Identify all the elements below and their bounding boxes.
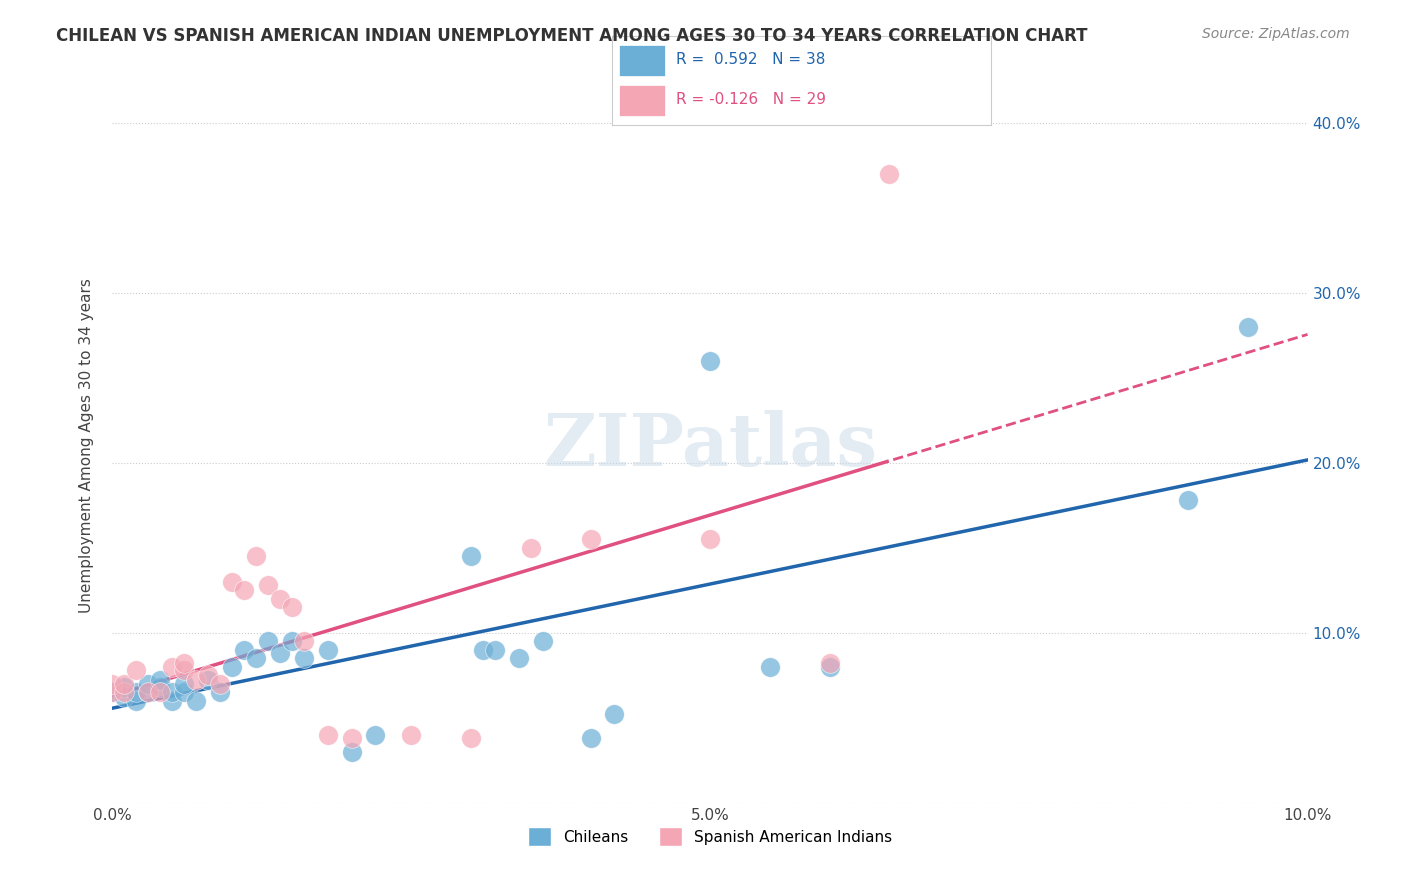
Point xyxy=(125,663,148,677)
Point xyxy=(221,660,243,674)
Point xyxy=(460,731,482,746)
Point xyxy=(520,541,543,555)
Point xyxy=(879,167,901,181)
Point xyxy=(186,673,208,688)
Point xyxy=(340,731,363,746)
Point xyxy=(484,643,506,657)
Point xyxy=(531,634,554,648)
Point xyxy=(401,728,423,742)
Point xyxy=(149,673,172,688)
Point xyxy=(138,685,160,699)
Point xyxy=(149,680,172,694)
Text: R = -0.126   N = 29: R = -0.126 N = 29 xyxy=(676,93,827,107)
Point xyxy=(101,685,124,699)
Point xyxy=(221,574,243,589)
Point xyxy=(138,685,160,699)
Point xyxy=(197,668,219,682)
Point xyxy=(579,731,602,746)
Point xyxy=(292,634,315,648)
Text: Source: ZipAtlas.com: Source: ZipAtlas.com xyxy=(1202,27,1350,41)
Text: ZIPatlas: ZIPatlas xyxy=(543,410,877,482)
Point xyxy=(162,660,183,674)
Point xyxy=(281,600,304,615)
Point xyxy=(508,651,530,665)
Point xyxy=(209,677,232,691)
Point xyxy=(197,673,219,688)
Point xyxy=(245,651,267,665)
Point xyxy=(759,660,782,674)
Point xyxy=(579,533,602,547)
Point xyxy=(162,685,183,699)
Y-axis label: Unemployment Among Ages 30 to 34 years: Unemployment Among Ages 30 to 34 years xyxy=(79,278,94,614)
Point xyxy=(699,354,721,368)
Point xyxy=(316,728,339,742)
Point xyxy=(138,677,160,691)
Point xyxy=(245,549,267,564)
Point xyxy=(364,728,387,742)
Point xyxy=(257,578,280,592)
Point xyxy=(316,643,339,657)
Point xyxy=(460,549,482,564)
Point xyxy=(209,685,232,699)
Point xyxy=(186,694,208,708)
Point xyxy=(114,680,135,694)
Point xyxy=(125,685,148,699)
Point xyxy=(472,643,495,657)
Point xyxy=(114,690,135,705)
Point xyxy=(269,646,291,660)
Point xyxy=(233,643,256,657)
Point xyxy=(340,745,363,759)
Text: R =  0.592   N = 38: R = 0.592 N = 38 xyxy=(676,53,825,67)
Point xyxy=(257,634,280,648)
Point xyxy=(818,660,841,674)
Point xyxy=(818,657,841,671)
Point xyxy=(699,533,721,547)
Legend: Chileans, Spanish American Indians: Chileans, Spanish American Indians xyxy=(522,822,898,852)
Point xyxy=(101,677,124,691)
Text: CHILEAN VS SPANISH AMERICAN INDIAN UNEMPLOYMENT AMONG AGES 30 TO 34 YEARS CORREL: CHILEAN VS SPANISH AMERICAN INDIAN UNEMP… xyxy=(56,27,1088,45)
Point xyxy=(281,634,304,648)
Point xyxy=(1177,493,1199,508)
FancyBboxPatch shape xyxy=(619,45,665,76)
Point xyxy=(114,685,135,699)
FancyBboxPatch shape xyxy=(619,85,665,116)
Point xyxy=(125,694,148,708)
Point xyxy=(603,707,626,722)
Point xyxy=(173,685,195,699)
Point xyxy=(162,694,183,708)
Point xyxy=(292,651,315,665)
Point xyxy=(173,677,195,691)
Point xyxy=(173,657,195,671)
Point xyxy=(149,685,172,699)
Point xyxy=(1237,320,1260,334)
Point xyxy=(233,583,256,598)
Point xyxy=(173,663,195,677)
Point xyxy=(101,685,124,699)
Point xyxy=(269,591,291,606)
Point xyxy=(114,677,135,691)
